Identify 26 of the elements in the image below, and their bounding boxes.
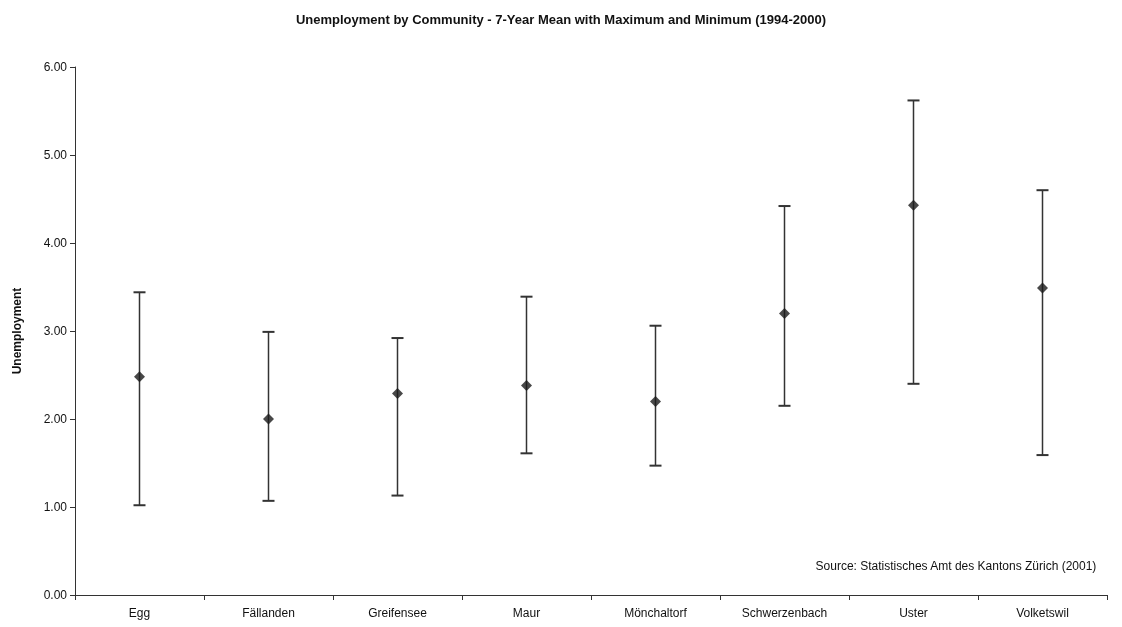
point xyxy=(521,380,532,392)
point xyxy=(134,371,145,383)
y-tick-label: 4.00 xyxy=(43,236,68,250)
y-tick-label: 5.00 xyxy=(43,148,68,162)
point xyxy=(392,387,403,399)
point xyxy=(650,395,661,407)
chart-title: Unemployment by Community - 7-Year Mean with Maximum and Minimum (1994-2000) xyxy=(295,12,827,27)
point xyxy=(1037,282,1048,294)
annotation: Source: Statistisches Amt des Kantons Zürich (2001) xyxy=(815,559,1097,573)
y-tick-label: 1.00 xyxy=(43,500,68,514)
y-tick-label: 0.00 xyxy=(43,588,68,602)
x-tick-label: Greifensee xyxy=(368,606,428,620)
y-axis-title: Unemployment xyxy=(10,287,24,375)
x-tick-label: Egg xyxy=(128,606,151,620)
x-tick-label: Uster xyxy=(899,606,928,620)
y-tick-label: 3.00 xyxy=(43,324,68,338)
x-tick-label: Schwerzenbach xyxy=(741,606,828,620)
x-tick-label: Mönchaltorf xyxy=(624,606,688,620)
y-tick-label: 2.00 xyxy=(43,412,68,426)
point xyxy=(263,413,274,425)
point xyxy=(908,199,919,211)
y-tick-label: 6.00 xyxy=(43,60,68,74)
x-tick-label: Volketswil xyxy=(1016,606,1069,620)
point xyxy=(779,307,790,319)
x-tick-label: Fällanden xyxy=(242,606,295,620)
x-tick-label: Maur xyxy=(512,606,541,620)
